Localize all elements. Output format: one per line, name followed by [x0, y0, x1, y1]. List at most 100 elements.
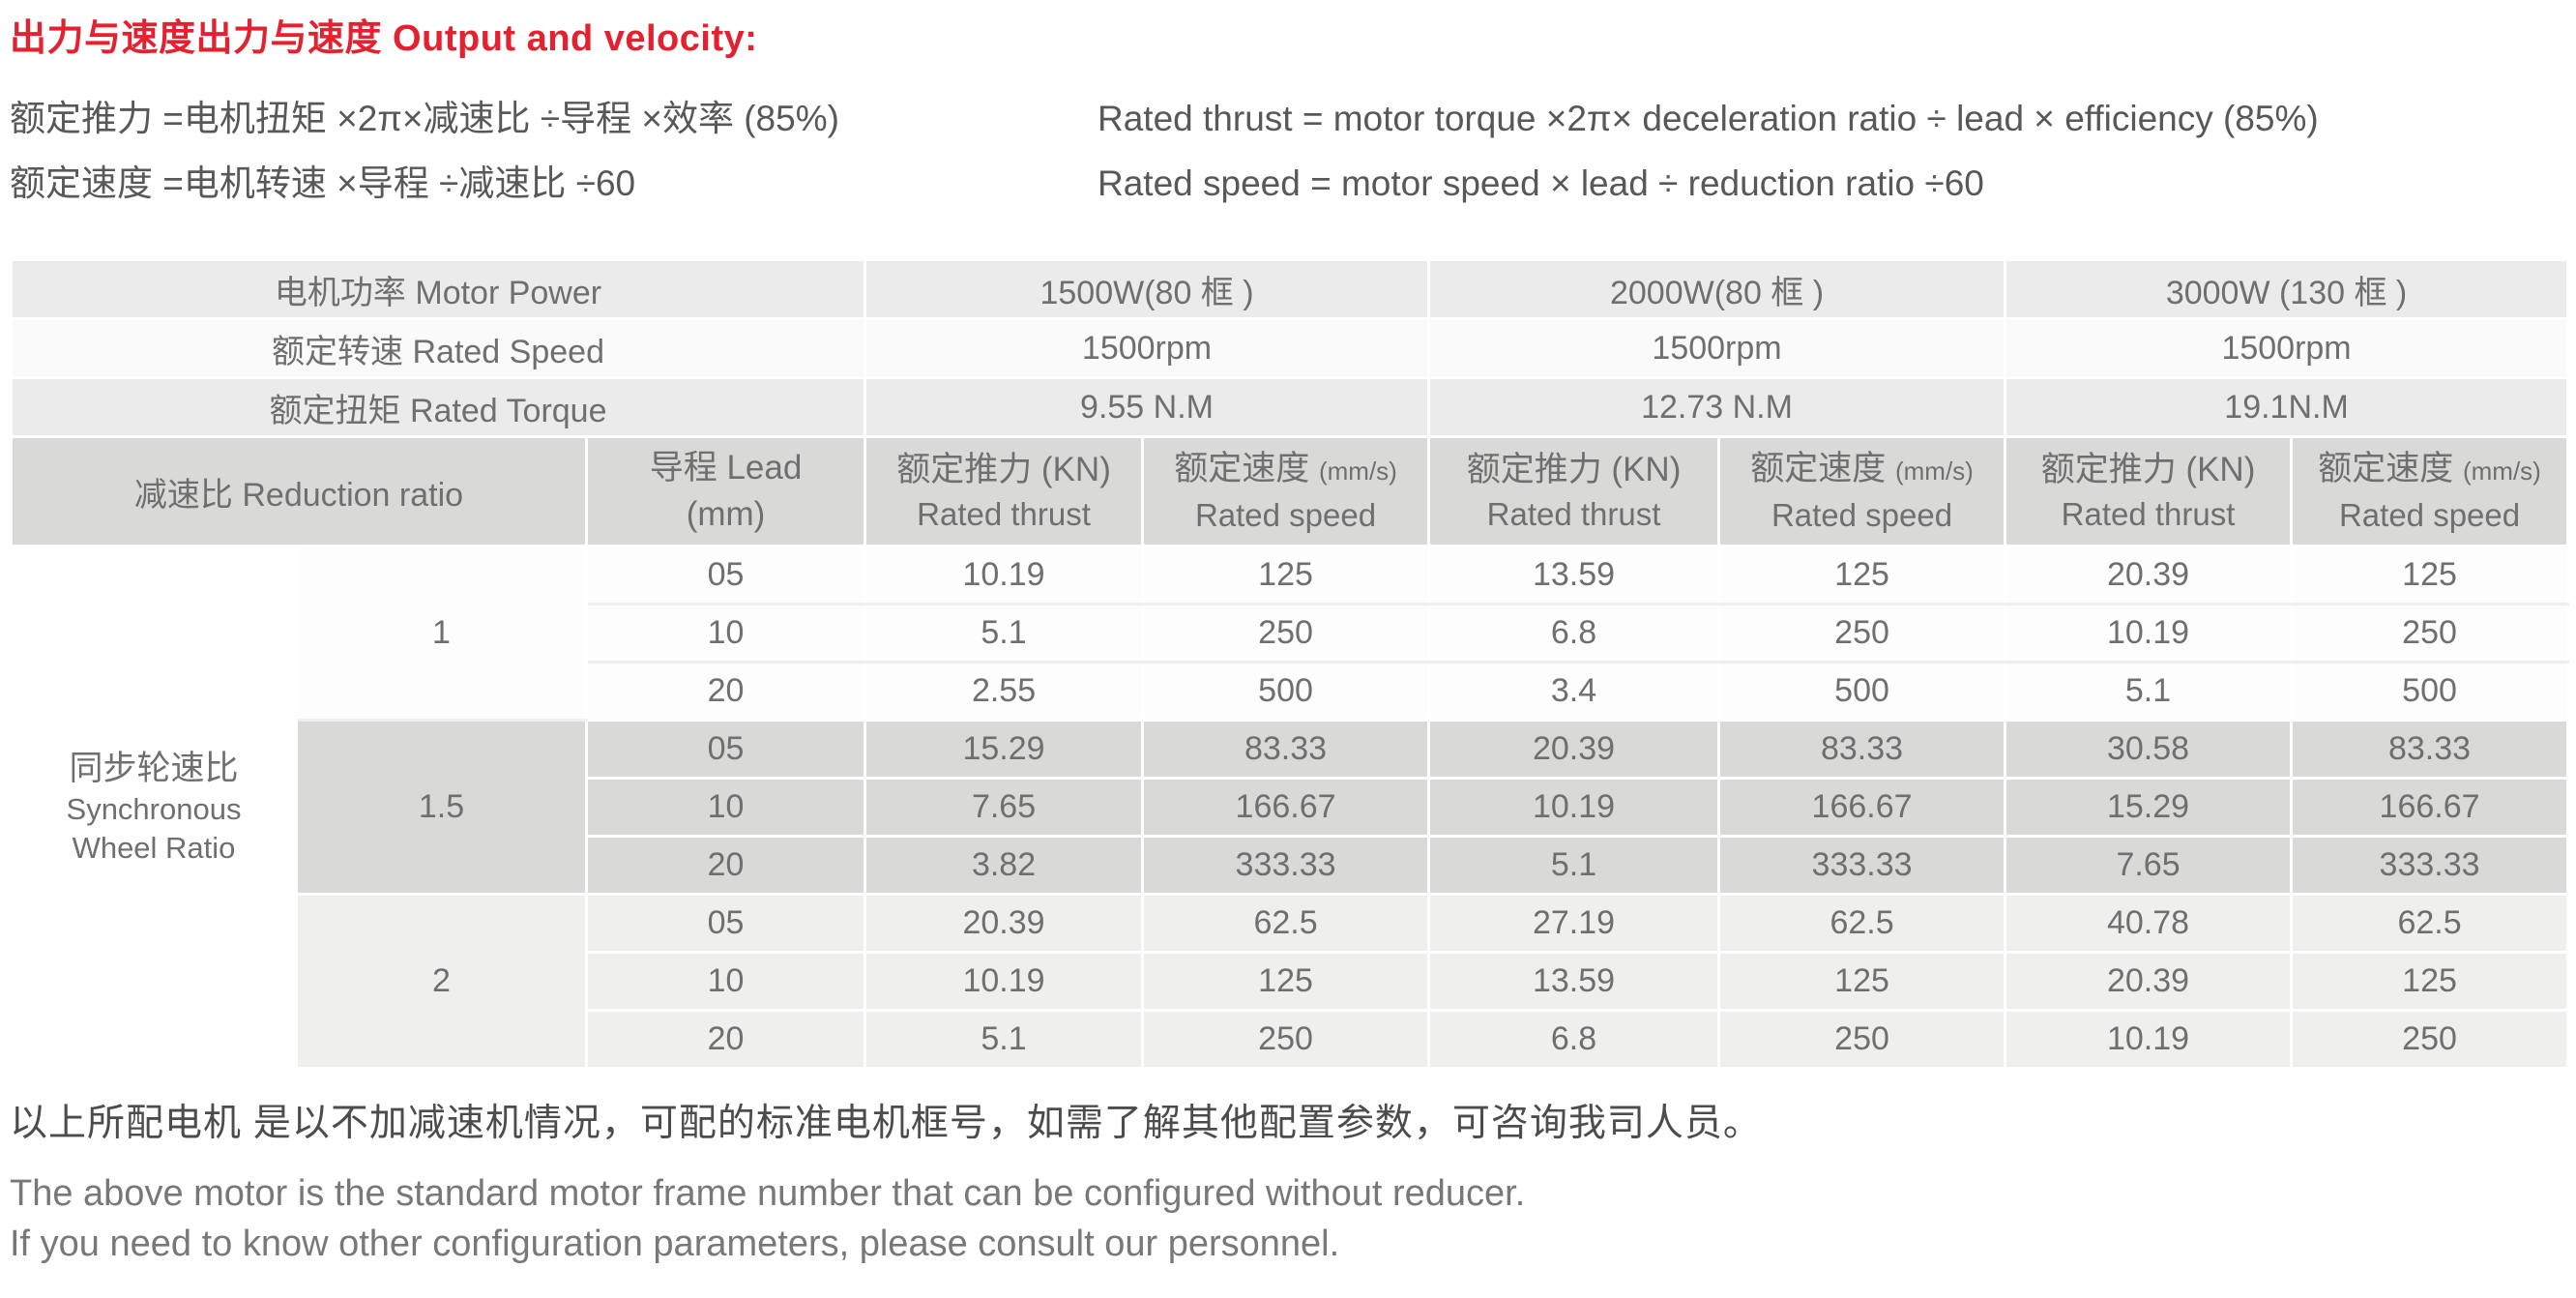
value-cell: 125 — [1141, 951, 1431, 1012]
motor2-torque: 12.73 N.M — [1427, 376, 2007, 438]
column-header-row: 减速比 Reduction ratio 导程 Lead (mm) 额定推力 (K… — [10, 435, 2570, 547]
rated-speed-label: 额定转速 Rated Speed — [9, 317, 867, 379]
table-row: 20 5.1 250 6.8 250 10.19 250 — [12, 1009, 2570, 1070]
motor2-power: 2000W(80 框 ) — [1427, 258, 2007, 320]
lead-cell: 10 — [584, 951, 867, 1012]
value-cell: 333.33 — [1717, 835, 2007, 896]
value-cell: 83.33 — [1141, 719, 1431, 780]
value-cell: 20.39 — [864, 893, 1145, 954]
speed-formula-row: 额定速度 =电机转速 ×导程 ÷减速比 ÷60 Rated speed = mo… — [10, 151, 2566, 216]
table-row: 同步轮速比 Synchronous Wheel Ratio 1 05 10.19… — [10, 545, 2570, 1070]
value-cell: 30.58 — [2004, 719, 2294, 780]
value-cell: 2.55 — [864, 661, 1145, 722]
lead-cell: 05 — [584, 545, 867, 605]
value-cell: 20.39 — [1427, 719, 1721, 780]
value-cell: 13.59 — [1427, 951, 1721, 1012]
value-cell: 62.5 — [1717, 893, 2007, 954]
value-cell: 5.1 — [2004, 661, 2294, 722]
lead-header-line2: (mm) — [686, 495, 766, 533]
value-cell: 15.29 — [2004, 777, 2294, 838]
value-cell: 20.39 — [2004, 545, 2294, 605]
motor2-speed-header: 额定速度 (mm/s) Rated speed — [1717, 435, 2007, 547]
motor3-thrust-header: 额定推力 (KN) Rated thrust — [2004, 435, 2294, 547]
motor1-torque: 9.55 N.M — [864, 376, 1431, 438]
value-cell: 40.78 — [2004, 893, 2294, 954]
lead-cell: 05 — [584, 893, 867, 954]
table-row: 10 7.65 166.67 10.19 166.67 15.29 166.67 — [12, 777, 2570, 838]
footer-note-en-line2: If you need to know other configuration … — [10, 1224, 1340, 1264]
value-cell: 10.19 — [864, 545, 1145, 605]
value-cell: 3.82 — [864, 835, 1145, 896]
value-cell: 6.8 — [1427, 1009, 1721, 1070]
lead-cell: 05 — [584, 719, 867, 780]
motor3-torque: 19.1N.M — [2004, 376, 2570, 438]
motor-power-row: 电机功率 Motor Power 1500W(80 框 ) 2000W(80 框… — [9, 258, 2570, 320]
value-cell: 15.29 — [864, 719, 1145, 780]
page-title: 出力与速度出力与速度 Output and velocity: — [10, 18, 758, 59]
value-cell: 500 — [1717, 661, 2007, 722]
thrust-formula-en: Rated thrust = motor torque ×2π× deceler… — [1098, 99, 2319, 138]
lead-cell: 20 — [584, 1009, 867, 1070]
lead-cell: 20 — [584, 661, 867, 722]
value-cell: 500 — [1141, 661, 1431, 722]
value-cell: 62.5 — [1141, 893, 1431, 954]
value-cell: 250 — [1717, 603, 2007, 664]
value-cell: 6.8 — [1427, 603, 1721, 664]
motor3-rpm: 1500rpm — [2004, 317, 2570, 379]
spec-table: 电机功率 Motor Power 1500W(80 框 ) 2000W(80 框… — [9, 258, 2570, 1070]
value-cell: 13.59 — [1427, 545, 1721, 605]
value-cell: 250 — [1141, 1009, 1431, 1070]
value-cell: 10.19 — [2004, 1009, 2294, 1070]
ratio-2-cell: 2 — [295, 893, 588, 1070]
value-cell: 250 — [2290, 603, 2570, 664]
motor3-power: 3000W (130 框 ) — [2004, 258, 2570, 320]
page: 出力与速度出力与速度 Output and velocity: 额定推力 =电机… — [9, 18, 2570, 1264]
value-cell: 333.33 — [1141, 835, 1431, 896]
speed-formula-cn: 额定速度 =电机转速 ×导程 ÷减速比 ÷60 — [10, 163, 636, 203]
value-cell: 10.19 — [1427, 777, 1721, 838]
value-cell: 250 — [1717, 1009, 2007, 1070]
motor-power-label: 电机功率 Motor Power — [9, 258, 867, 320]
value-cell: 125 — [1141, 545, 1431, 605]
table-row: 20 3.82 333.33 5.1 333.33 7.65 333.33 — [12, 835, 2570, 896]
rated-speed-row: 额定转速 Rated Speed 1500rpm 1500rpm 1500rpm — [9, 317, 2570, 379]
value-cell: 10.19 — [864, 951, 1145, 1012]
reduction-ratio-header: 减速比 Reduction ratio — [10, 435, 588, 547]
formula-block: 额定推力 =电机扭矩 ×2π×减速比 ÷导程 ×效率 (85%) Rated t… — [10, 86, 2566, 216]
table-row: 2 05 20.39 62.5 27.19 62.5 40.78 62.5 — [12, 893, 2570, 1070]
rated-torque-label: 额定扭矩 Rated Torque — [9, 376, 867, 438]
motor1-power: 1500W(80 框 ) — [864, 258, 1431, 320]
lead-cell: 20 — [584, 835, 867, 896]
motor1-rpm: 1500rpm — [864, 317, 1431, 379]
motor2-thrust-header: 额定推力 (KN) Rated thrust — [1427, 435, 1721, 547]
value-cell: 125 — [1717, 951, 2007, 1012]
value-cell: 3.4 — [1427, 661, 1721, 722]
lead-cell: 10 — [584, 777, 867, 838]
footer-note-cn: 以上所配电机 是以不加减速机情况，可配的标准电机框号，如需了解其他配置参数，可咨… — [10, 1103, 1762, 1144]
motor1-thrust-header: 额定推力 (KN) Rated thrust — [864, 435, 1145, 547]
table-row: 10 5.1 250 6.8 250 10.19 250 — [12, 603, 2570, 664]
value-cell: 7.65 — [2004, 835, 2294, 896]
table-row: 10 10.19 125 13.59 125 20.39 125 — [12, 951, 2570, 1012]
table-row: 20 2.55 500 3.4 500 5.1 500 — [12, 661, 2570, 722]
value-cell: 83.33 — [1717, 719, 2007, 780]
value-cell: 500 — [2290, 661, 2570, 722]
footer-note-en-line1: The above motor is the standard motor fr… — [10, 1173, 1526, 1214]
value-cell: 27.19 — [1427, 893, 1721, 954]
ratio-1-cell: 1 — [295, 545, 588, 722]
value-cell: 333.33 — [2290, 835, 2570, 896]
value-cell: 5.1 — [864, 603, 1145, 664]
lead-header: 导程 Lead (mm) — [584, 435, 867, 547]
value-cell: 5.1 — [1427, 835, 1721, 896]
value-cell: 10.19 — [2004, 603, 2294, 664]
sync-wheel-ratio-label: 同步轮速比 Synchronous Wheel Ratio — [10, 545, 298, 1070]
value-cell: 5.1 — [864, 1009, 1145, 1070]
value-cell: 166.67 — [2290, 777, 2570, 838]
value-cell: 250 — [2290, 1009, 2570, 1070]
value-cell: 125 — [2290, 951, 2570, 1012]
value-cell: 125 — [2290, 545, 2570, 605]
table-row: 1.5 05 15.29 83.33 20.39 83.33 30.58 83.… — [12, 719, 2570, 896]
lead-cell: 10 — [584, 603, 867, 664]
value-cell: 166.67 — [1141, 777, 1431, 838]
speed-formula-en: Rated speed = motor speed × lead ÷ reduc… — [1098, 163, 1984, 203]
